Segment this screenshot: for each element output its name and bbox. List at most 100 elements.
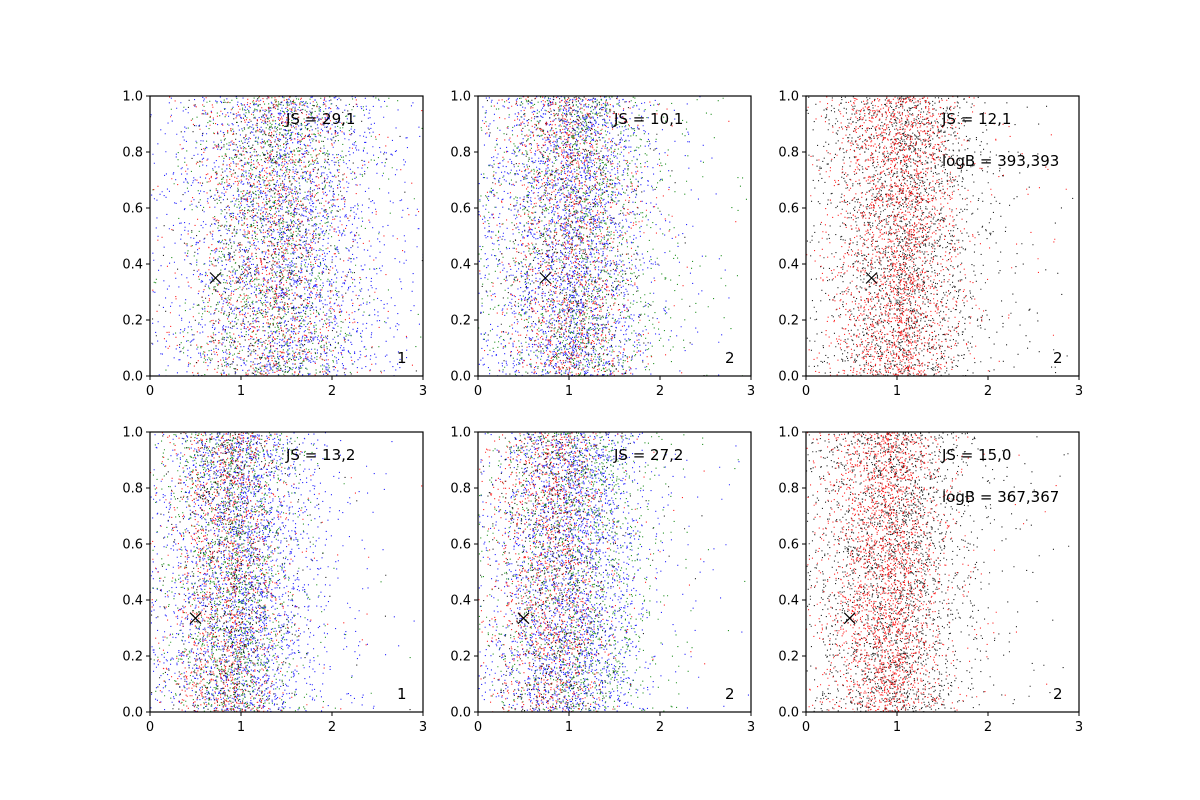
points-layer (806, 96, 1079, 376)
reference-marker (843, 612, 856, 625)
scatter-series-4 (150, 98, 423, 376)
points-layer (478, 96, 747, 376)
y-tick-label: 0.8 (122, 482, 143, 497)
panel-label: 2 (725, 685, 735, 703)
js-annotation: JS = 13,2 (285, 446, 355, 464)
x-tick-label: 2 (656, 384, 664, 399)
y-tick-label: 0.8 (122, 146, 143, 161)
y-tick-label: 0.0 (778, 370, 799, 385)
y-tick-label: 0.4 (122, 594, 143, 609)
y-tick-label: 0.6 (778, 202, 799, 217)
y-tick-label: 0.6 (122, 202, 143, 217)
x-tick-label: 3 (1075, 384, 1083, 399)
x-tick-label: 1 (237, 720, 245, 735)
axes-frame (805, 431, 1080, 713)
y-tick-label: 0.4 (122, 258, 143, 273)
y-tick-label: 0.4 (450, 594, 471, 609)
x-tick-label: 1 (565, 720, 573, 735)
panel-label: 2 (725, 349, 735, 367)
y-tick-label: 0.2 (778, 650, 799, 665)
axes-frame (477, 431, 752, 713)
x-tick-label: 2 (984, 384, 992, 399)
scatter-series-2 (152, 96, 423, 376)
x-tick-label: 2 (656, 720, 664, 735)
y-tick-label: 0.2 (122, 314, 143, 329)
reference-marker (517, 612, 530, 625)
y-tick-label: 0.4 (450, 258, 471, 273)
axes-frame (149, 95, 424, 377)
points-layer (150, 432, 423, 712)
x-tick-label: 3 (747, 384, 755, 399)
js-annotation: JS = 15,0 (941, 446, 1011, 464)
y-tick-label: 0.8 (450, 482, 471, 497)
y-tick-label: 1.0 (450, 426, 471, 441)
x-tick-label: 1 (237, 384, 245, 399)
panel-2: 0 1 2 3 0.0 0.2 0.4 0.6 0.8 1.0 JS = 10,1 2 (450, 90, 755, 400)
y-tick-label: 0.2 (778, 314, 799, 329)
js-annotation: JS = 27,2 (613, 446, 683, 464)
x-tick-label: 2 (328, 384, 336, 399)
y-tick-label: 0.2 (450, 314, 471, 329)
scatter-series-4 (480, 432, 703, 712)
axes-frame (477, 95, 752, 377)
y-tick-label: 0.0 (450, 706, 471, 721)
reference-marker (539, 272, 552, 284)
reference-marker (209, 272, 222, 284)
scatter-series-1 (806, 432, 1070, 712)
scatter-series-2 (152, 432, 411, 712)
scatter-series-1 (806, 96, 1079, 376)
js-annotation: JS = 10,1 (613, 110, 683, 128)
x-tick-label: 1 (893, 384, 901, 399)
y-tick-label: 1.0 (122, 426, 143, 441)
y-tick-label: 0.0 (450, 370, 471, 385)
scatter-series-2 (806, 96, 1067, 376)
y-tick-label: 0.0 (778, 706, 799, 721)
panel-5: 0 1 2 3 0.0 0.2 0.4 0.6 0.8 1.0 JS = 27,2 2 (450, 426, 755, 736)
y-tick-label: 0.0 (122, 706, 143, 721)
y-tick-label: 0.4 (778, 594, 799, 609)
y-tick-label: 1.0 (778, 426, 799, 441)
x-tick-label: 0 (474, 384, 482, 399)
y-tick-label: 1.0 (122, 90, 143, 105)
panel-label: 2 (1053, 349, 1063, 367)
panel-6: 0 1 2 3 0.0 0.2 0.4 0.6 0.8 1.0 JS = 15,0 logB = 36… (778, 426, 1083, 736)
reference-marker (865, 272, 878, 284)
panel-label: 1 (397, 685, 407, 703)
x-tick-label: 1 (565, 384, 573, 399)
y-tick-label: 0.8 (778, 482, 799, 497)
points-layer (478, 432, 749, 712)
scatter-series-2 (806, 432, 1057, 712)
y-tick-label: 0.8 (778, 146, 799, 161)
logb-annotation: logB = 367,367 (942, 488, 1059, 506)
x-tick-label: 0 (802, 384, 810, 399)
x-tick-label: 3 (747, 720, 755, 735)
x-tick-label: 3 (1075, 720, 1083, 735)
x-tick-label: 2 (984, 720, 992, 735)
x-tick-label: 0 (146, 720, 154, 735)
y-tick-label: 0.2 (122, 650, 143, 665)
reference-marker (189, 612, 202, 625)
scatter-series-1 (150, 432, 415, 712)
y-tick-label: 0.8 (450, 146, 471, 161)
panel-3: 0 1 2 3 0.0 0.2 0.4 0.6 0.8 1.0 JS = 12,1 logB = 39… (778, 90, 1083, 400)
y-tick-label: 1.0 (450, 90, 471, 105)
js-annotation: JS = 29,1 (285, 110, 355, 128)
panel-label: 1 (397, 349, 407, 367)
x-tick-label: 3 (419, 384, 427, 399)
y-tick-label: 0.0 (122, 370, 143, 385)
panel-1: 0 1 2 3 0.0 0.2 0.4 0.6 0.8 1.0 JS = 29,1 1 (122, 90, 427, 400)
panel-label: 2 (1053, 685, 1063, 703)
points-layer (806, 432, 1070, 712)
panel-4: 0 1 2 3 0.0 0.2 0.4 0.6 0.8 1.0 JS = 13,2 1 (122, 426, 427, 736)
axes-frame (149, 431, 424, 713)
x-tick-label: 0 (474, 720, 482, 735)
x-tick-label: 2 (328, 720, 336, 735)
scatter-series-4 (480, 96, 705, 376)
scatter-series-3 (479, 96, 737, 376)
logb-annotation: logB = 393,393 (942, 152, 1059, 170)
y-tick-label: 0.6 (450, 202, 471, 217)
y-tick-label: 0.2 (450, 650, 471, 665)
y-tick-label: 0.4 (778, 258, 799, 273)
js-annotation: JS = 12,1 (941, 110, 1011, 128)
